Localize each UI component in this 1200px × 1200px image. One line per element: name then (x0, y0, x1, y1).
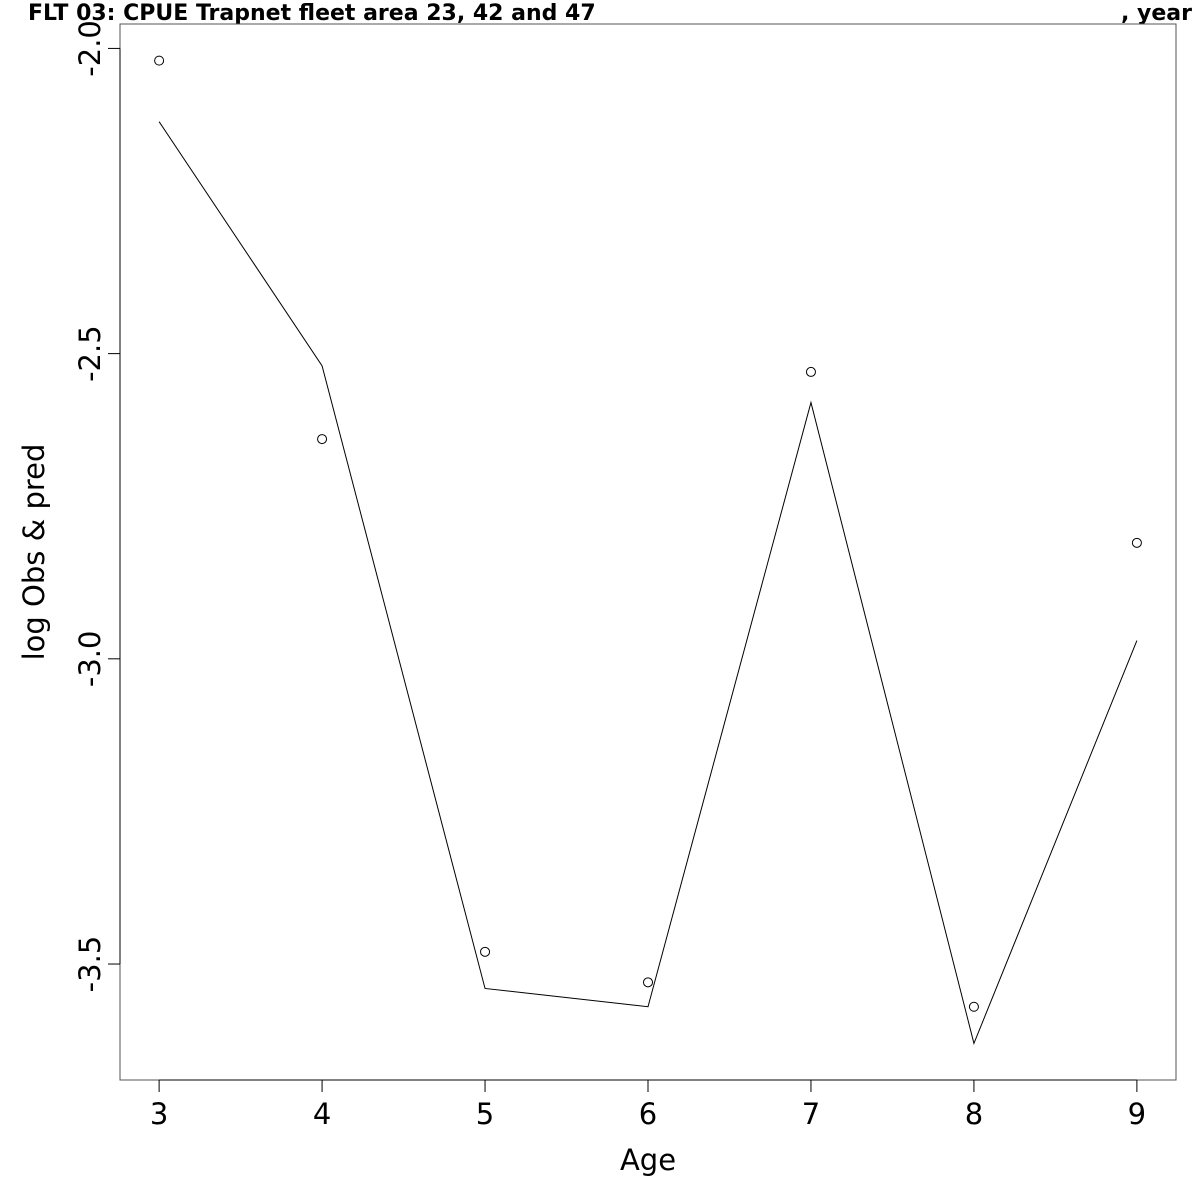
predicted-line (158, 121, 1138, 1045)
y-axis: -2.0 -2.5 -3.0 -3.5 (73, 20, 121, 993)
y-tick-label: -2.0 (73, 20, 107, 77)
y-tick-label: -3.5 (73, 936, 107, 993)
chart-title: FLT 03: CPUE Trapnet fleet area 23, 42 a… (28, 1, 596, 26)
chart-title-suffix: , year (1121, 1, 1192, 26)
observed-point (968, 1001, 979, 1012)
observed-point (805, 366, 816, 377)
x-tick-label: 5 (476, 1097, 494, 1131)
observed-point (480, 946, 491, 957)
x-tick-label: 9 (1128, 1097, 1146, 1131)
y-axis-title: log Obs & pred (17, 444, 51, 661)
x-tick-label: 7 (802, 1097, 820, 1131)
predicted-series (158, 121, 1138, 1045)
y-tick-label: -2.5 (73, 325, 107, 382)
x-tick-label: 3 (150, 1097, 168, 1131)
observed-point (317, 434, 328, 445)
x-tick-label: 6 (639, 1097, 657, 1131)
plot-frame (119, 23, 1177, 1081)
observed-point (154, 55, 165, 66)
observed-point (643, 977, 653, 988)
x-tick-label: 4 (313, 1097, 331, 1131)
observed-series (154, 55, 1142, 1012)
y-tick-label: -3.0 (73, 631, 107, 688)
x-axis: 3 4 5 6 7 8 9 (150, 1079, 1146, 1131)
x-tick-label: 8 (965, 1097, 983, 1131)
x-axis-title: Age (620, 1143, 676, 1177)
observed-point (1131, 537, 1142, 548)
